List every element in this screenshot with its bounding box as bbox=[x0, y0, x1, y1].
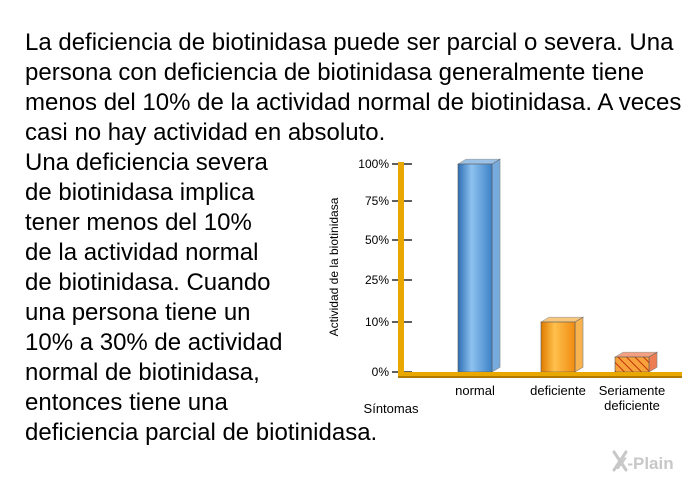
closing-paragraph: deficiencia parcial de biotinidasa. bbox=[25, 419, 378, 446]
bar bbox=[614, 356, 650, 373]
y-tick-label: 50% bbox=[365, 233, 389, 247]
biotinidase-activity-chart: Actividad de la biotinidasa Síntomas 0% 1… bbox=[327, 157, 682, 416]
bar-top-face bbox=[613, 351, 659, 358]
x-axis-shadow bbox=[398, 376, 682, 378]
side-paragraph: Una deficiencia severa de biotinidasa im… bbox=[25, 149, 283, 416]
x-axis-label: Síntomas bbox=[364, 401, 419, 416]
bar bbox=[457, 163, 493, 373]
x-category-label: deficiente bbox=[530, 383, 586, 398]
bar bbox=[540, 321, 576, 373]
xplain-logo-icon: X-Plain bbox=[612, 450, 674, 473]
y-axis-line bbox=[398, 162, 404, 376]
y-tick-label: 25% bbox=[365, 273, 389, 287]
y-tick-label: 10% bbox=[365, 315, 389, 329]
logo-text: X-Plain bbox=[616, 454, 674, 473]
bar-top-face bbox=[456, 158, 502, 165]
y-axis-label: Actividad de la biotinidasa bbox=[327, 197, 341, 336]
x-axis-line bbox=[398, 372, 682, 378]
y-tick-label: 0% bbox=[372, 365, 390, 379]
y-tick-label: 100% bbox=[358, 157, 389, 171]
x-category-label: normal bbox=[455, 383, 495, 398]
bar-top-face bbox=[539, 316, 585, 323]
bar-side-face bbox=[491, 158, 501, 373]
y-tick-label: 75% bbox=[365, 194, 389, 208]
x-category-label: Seriamente deficiente bbox=[599, 383, 665, 413]
bar-side-face bbox=[574, 316, 584, 373]
intro-paragraph: La deficiencia de biotinidasa puede ser … bbox=[25, 29, 682, 146]
